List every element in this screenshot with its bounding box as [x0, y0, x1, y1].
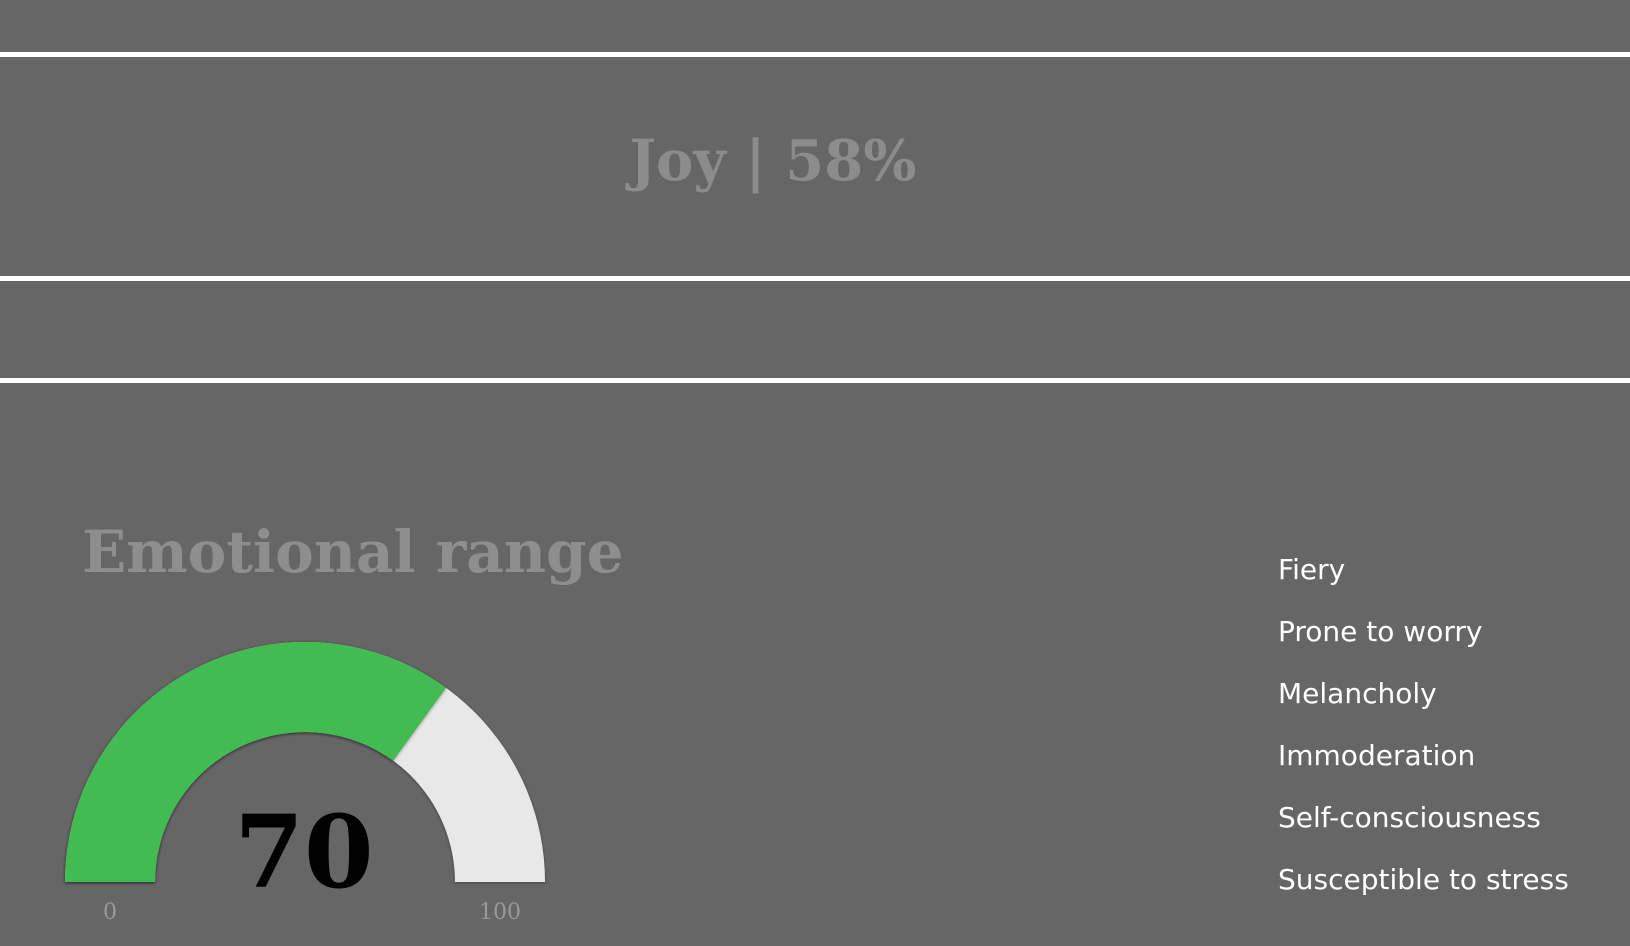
trait-item: Fiery — [1278, 553, 1346, 586]
divider-top — [0, 52, 1630, 57]
gauge-fill — [65, 642, 447, 882]
divider-middle — [0, 276, 1630, 281]
trait-item: Melancholy — [1278, 677, 1437, 710]
emotional-range-gauge: 70 0 100 — [65, 642, 545, 925]
gauge-max-label: 100 — [479, 900, 521, 925]
trait-item: Susceptible to stress — [1278, 863, 1569, 896]
trait-item: Immoderation — [1278, 739, 1476, 772]
joy-score-heading: Joy | 58% — [629, 128, 917, 194]
gauge-value: 70 — [234, 793, 373, 911]
trait-item: Prone to worry — [1278, 615, 1483, 648]
emotional-range-title: Emotional range — [82, 518, 624, 586]
trait-item: Self-consciousness — [1278, 801, 1541, 834]
emotional-range-traits: Fiery Prone to worry Melancholy Immodera… — [1278, 550, 1569, 922]
gauge-min-label: 0 — [103, 900, 117, 925]
divider-bottom — [0, 378, 1630, 383]
